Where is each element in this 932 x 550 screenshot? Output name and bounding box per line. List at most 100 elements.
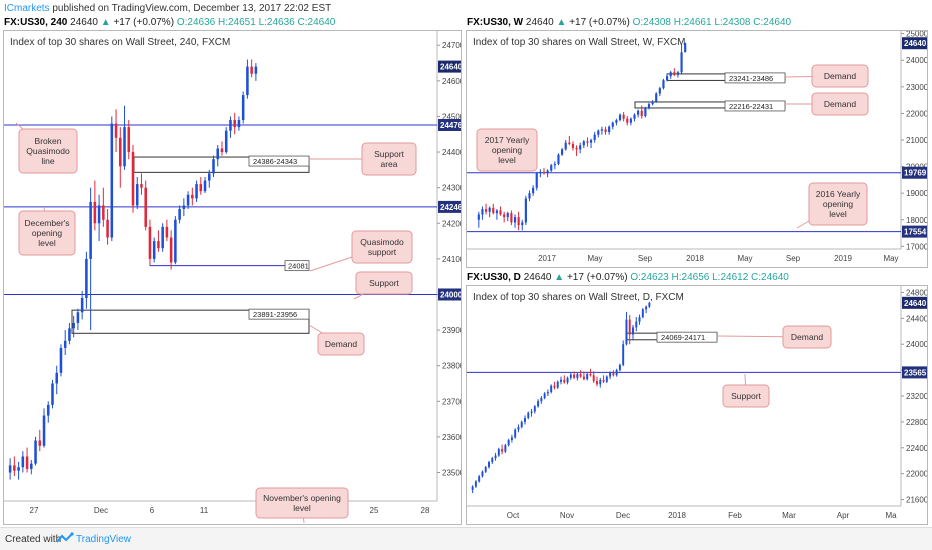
weekly-callout-box xyxy=(811,64,869,88)
daily-chart-svg[interactable]: 2160022000224002280023200236002400024400… xyxy=(467,286,927,524)
daily-callout-box xyxy=(782,325,832,349)
daily-candle-body xyxy=(517,427,520,430)
daily-candle-body xyxy=(527,412,530,418)
daily-candle-body xyxy=(488,462,490,468)
h4-candle-body xyxy=(216,148,220,160)
daily-candle-body xyxy=(546,392,549,394)
weekly-candle-body xyxy=(564,142,567,150)
daily-candle-body xyxy=(491,458,494,462)
weekly-candle-body xyxy=(600,129,603,131)
h4-ytick-label: 24700 xyxy=(442,41,461,50)
h4-candle-body xyxy=(25,456,29,469)
h4-candle-body xyxy=(174,219,177,263)
h4-callout-text: Demand xyxy=(325,339,357,349)
h4-ytick-label: 23700 xyxy=(442,397,461,406)
h4-candle-body xyxy=(199,184,203,192)
weekly-callout-text: opening xyxy=(823,199,854,209)
weekly-candle-body xyxy=(550,165,553,171)
daily-candle-body xyxy=(484,467,487,472)
daily-ytick-label: 22800 xyxy=(906,418,927,427)
daily-ytick-label: 24400 xyxy=(906,314,927,323)
h4-candle-body xyxy=(208,173,211,181)
daily-xtick-label: Ma xyxy=(885,511,897,520)
h4-callout-box xyxy=(351,230,413,264)
weekly-candle-body xyxy=(499,210,502,215)
daily-level-label: 23565 xyxy=(904,368,927,377)
daily-last-price-tag xyxy=(902,296,927,309)
h4-candle-body xyxy=(224,130,228,153)
weekly-candle-body xyxy=(629,118,632,123)
h4-candle-body xyxy=(148,226,152,259)
daily-candle-body xyxy=(645,306,648,310)
h4-close: C:24640 xyxy=(297,17,336,28)
weekly-candle-body xyxy=(680,52,683,73)
daily-candle-body xyxy=(510,437,513,440)
weekly-callout-text: level xyxy=(829,209,847,219)
h4-chart-panel[interactable]: Index of top 30 shares on Wall Street, 2… xyxy=(3,30,462,525)
daily-last-price-label: 24640 xyxy=(904,299,927,308)
h4-callout-text: area xyxy=(380,159,397,169)
weekly-candle-body xyxy=(658,88,661,94)
weekly-candle-body xyxy=(539,171,542,174)
h4-callout-text: level xyxy=(38,238,56,248)
weekly-level-label: 17554 xyxy=(904,228,927,237)
daily-candle-body xyxy=(566,377,569,383)
daily-last: 24640 xyxy=(523,272,552,283)
tradingview-brand[interactable]: TradingView xyxy=(76,534,132,545)
daily-candle-body xyxy=(543,393,546,398)
daily-candle-body xyxy=(474,481,477,487)
author-name[interactable]: ICmarkets xyxy=(4,3,50,14)
h4-candle-body xyxy=(178,209,181,220)
daily-zone-label-box xyxy=(656,331,718,343)
daily-symbol[interactable]: FX:US30, D xyxy=(467,272,521,283)
daily-candle-body xyxy=(497,449,500,456)
daily-candle-body xyxy=(599,379,602,385)
weekly-last: 24640 xyxy=(525,17,554,28)
weekly-candle-body xyxy=(644,108,647,117)
h4-level-tag xyxy=(438,200,461,213)
h4-callout-text: support xyxy=(368,247,397,257)
daily-candle-body xyxy=(471,486,474,490)
weekly-last-price-tag xyxy=(902,37,927,50)
h4-candle-body xyxy=(34,440,37,464)
weekly-level-tag xyxy=(902,166,927,179)
daily-candle-body xyxy=(632,327,634,335)
daily-candle-body xyxy=(609,372,612,377)
h4-chart-svg[interactable]: 23500 23600 23700 23800 23900 24000 24100 24200… xyxy=(4,31,461,524)
weekly-candle-body xyxy=(542,171,546,174)
h4-callout-text: opening xyxy=(32,228,63,238)
weekly-candle-body xyxy=(535,173,538,188)
weekly-chart-svg[interactable]: 1700018000190002000021000220002300024000… xyxy=(467,31,927,267)
daily-candle-body xyxy=(592,375,595,382)
h4-candle-body xyxy=(127,127,131,153)
h4-symbol[interactable]: FX:US30, 240 xyxy=(4,17,68,28)
daily-candle-body xyxy=(501,449,504,452)
h4-level-tag xyxy=(438,288,461,301)
h4-candle-body xyxy=(55,372,58,384)
h4-callout-box xyxy=(18,128,78,174)
weekly-candle-body xyxy=(633,114,636,119)
daily-chart-panel[interactable]: Index of top 30 shares on Wall Street, D… xyxy=(466,285,928,525)
weekly-chart-panel[interactable]: Index of top 30 shares on Wall Street, W… xyxy=(466,30,928,268)
weekly-candle-body xyxy=(604,129,607,133)
h4-callout-text: Broken xyxy=(35,136,62,146)
weekly-candle-body xyxy=(669,72,672,77)
weekly-candle-body xyxy=(484,209,488,212)
weekly-candle-body xyxy=(553,163,556,166)
daily-candle-body xyxy=(550,385,553,393)
h4-zone-label: 24386-24343 xyxy=(253,157,297,166)
weekly-high: H:24661 xyxy=(673,17,712,28)
tradingview-logo-icon[interactable] xyxy=(56,532,74,544)
daily-candle-body xyxy=(618,364,621,371)
weekly-candle-body xyxy=(561,149,564,155)
daily-candle-body xyxy=(553,385,556,388)
weekly-zone-label: 23241-23486 xyxy=(729,74,773,83)
daily-ytick-label: 21600 xyxy=(906,496,927,505)
weekly-symbol[interactable]: FX:US30, W xyxy=(467,17,524,28)
weekly-zone-label-box xyxy=(724,72,786,84)
weekly-header: FX:US30, W 24640 ▲ +17 (+0.07%) O:24308 … xyxy=(467,17,791,28)
h4-candle-body xyxy=(161,226,164,249)
daily-chart-title: Index of top 30 shares on Wall Street, D… xyxy=(473,292,684,303)
weekly-candle-body xyxy=(579,145,582,150)
h4-candle-body xyxy=(51,383,54,405)
